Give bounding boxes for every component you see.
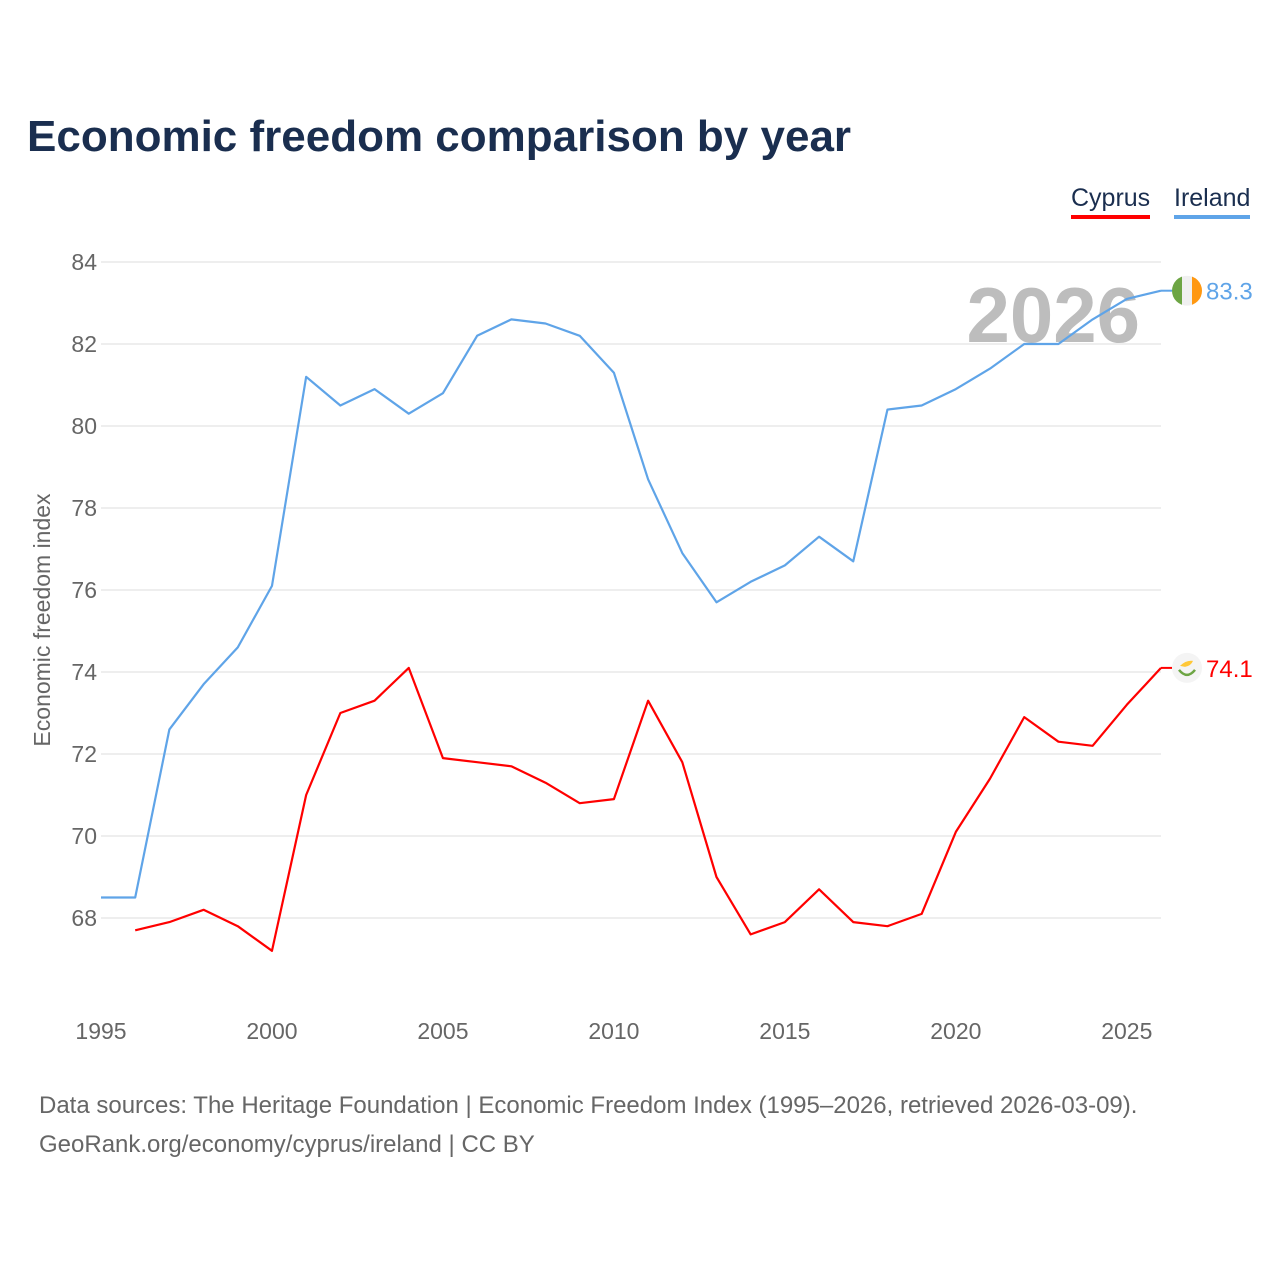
data-point-cyprus	[645, 698, 651, 704]
data-point-ireland	[406, 411, 412, 417]
data-point-cyprus	[235, 923, 241, 929]
data-point-cyprus	[440, 755, 446, 761]
x-tick-label: 2020	[930, 1018, 981, 1044]
data-point-cyprus	[166, 919, 172, 925]
data-point-cyprus	[543, 780, 549, 786]
data-point-ireland	[98, 895, 104, 901]
data-point-ireland	[201, 681, 207, 687]
data-point-ireland	[645, 476, 651, 482]
data-point-cyprus	[850, 919, 856, 925]
x-tick-label: 2005	[417, 1018, 468, 1044]
data-point-cyprus	[713, 874, 719, 880]
data-point-cyprus	[508, 763, 514, 769]
data-point-cyprus	[1090, 743, 1096, 749]
data-point-ireland	[235, 644, 241, 650]
y-tick-label: 68	[71, 905, 97, 931]
data-point-cyprus	[919, 911, 925, 917]
data-point-ireland	[508, 316, 514, 322]
data-point-cyprus	[303, 792, 309, 798]
footer: Data sources: The Heritage Foundation | …	[39, 1086, 1137, 1164]
data-point-ireland	[372, 386, 378, 392]
data-point-ireland	[782, 562, 788, 568]
x-tick-label: 1995	[75, 1018, 126, 1044]
data-point-cyprus	[337, 710, 343, 716]
data-point-cyprus	[679, 759, 685, 765]
end-value-label: 83.3	[1206, 279, 1253, 306]
cyprus-olive-branch	[1178, 669, 1196, 677]
y-axis-label: Economic freedom index	[29, 493, 55, 747]
data-point-cyprus	[953, 829, 959, 835]
data-point-ireland	[919, 403, 925, 409]
data-point-ireland	[269, 583, 275, 589]
y-tick-label: 82	[71, 331, 97, 357]
data-point-ireland	[1021, 341, 1027, 347]
data-point-ireland	[679, 550, 685, 556]
end-value-label: 74.1	[1206, 656, 1253, 683]
data-point-ireland	[577, 333, 583, 339]
data-point-ireland	[713, 599, 719, 605]
data-point-ireland	[1090, 316, 1096, 322]
series-line-ireland	[101, 289, 1162, 899]
data-point-cyprus	[269, 948, 275, 954]
data-point-ireland	[748, 579, 754, 585]
y-tick-label: 76	[71, 577, 97, 603]
y-tick-label: 84	[71, 249, 97, 275]
data-point-ireland	[816, 534, 822, 540]
data-point-cyprus	[372, 698, 378, 704]
data-point-ireland	[474, 333, 480, 339]
data-point-cyprus	[132, 927, 138, 933]
cyprus-island-shape	[1180, 660, 1193, 667]
x-tick-label: 2010	[588, 1018, 639, 1044]
y-tick-label: 70	[71, 823, 97, 849]
data-point-ireland	[337, 403, 343, 409]
data-point-ireland	[132, 895, 138, 901]
data-point-cyprus	[1055, 739, 1061, 745]
x-tick-label: 2000	[246, 1018, 297, 1044]
x-tick-label: 2025	[1101, 1018, 1152, 1044]
data-point-ireland	[303, 374, 309, 380]
y-tick-label: 72	[71, 741, 97, 767]
x-tick-label: 2015	[759, 1018, 810, 1044]
data-point-cyprus	[1021, 714, 1027, 720]
data-point-cyprus	[816, 886, 822, 892]
data-point-cyprus	[987, 776, 993, 782]
data-point-ireland	[543, 321, 549, 327]
data-point-cyprus	[1124, 702, 1130, 708]
data-point-ireland	[987, 366, 993, 372]
data-point-cyprus	[577, 800, 583, 806]
cyprus-flag-icon	[1172, 652, 1202, 683]
chart-title: Economic freedom comparison by year	[27, 112, 852, 161]
data-point-cyprus	[201, 907, 207, 913]
data-point-cyprus	[782, 919, 788, 925]
footer-sources: Data sources: The Heritage Foundation | …	[39, 1092, 1138, 1119]
data-point-ireland	[611, 370, 617, 376]
y-tick-label: 80	[71, 413, 97, 439]
data-point-ireland	[440, 390, 446, 396]
data-point-ireland	[884, 407, 890, 413]
data-point-ireland	[1124, 296, 1130, 302]
legend-cyprus[interactable]: Cyprus	[1071, 184, 1151, 219]
data-point-cyprus	[611, 796, 617, 802]
data-point-cyprus	[884, 923, 890, 929]
data-point-cyprus	[474, 759, 480, 765]
footer-credit: GeoRank.org/economy/cyprus/ireland | CC …	[39, 1131, 535, 1158]
y-tick-label: 78	[71, 495, 97, 521]
data-point-ireland	[850, 558, 856, 564]
data-point-ireland	[1055, 341, 1061, 347]
data-point-cyprus	[748, 931, 754, 937]
data-point-ireland	[166, 726, 172, 732]
data-point-cyprus	[406, 665, 412, 671]
data-point-ireland	[953, 386, 959, 392]
legend-ireland[interactable]: Ireland	[1174, 184, 1251, 219]
series-line-cyprus	[134, 666, 1162, 952]
y-tick-label: 74	[71, 659, 97, 685]
ireland-flag-icon	[1172, 275, 1202, 306]
year-watermark: 2026	[966, 271, 1140, 359]
